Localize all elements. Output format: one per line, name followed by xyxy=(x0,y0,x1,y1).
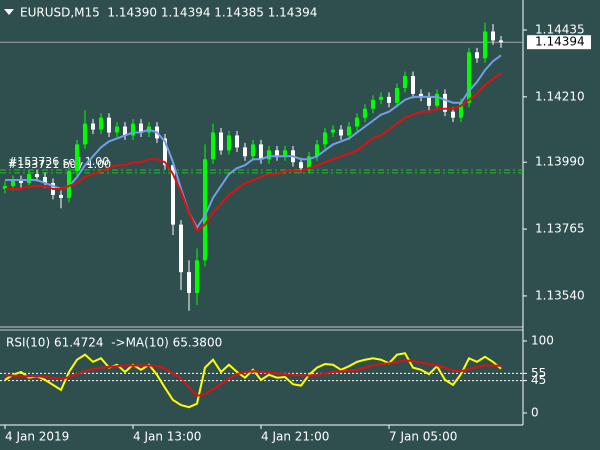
candle-body xyxy=(299,162,303,169)
candle-body xyxy=(259,144,263,160)
candle-body xyxy=(83,123,87,145)
y-tick-label: 1.13990 xyxy=(535,155,585,169)
candle-body xyxy=(275,150,279,157)
rsi-title: RSI(10) 61.4724 ->MA(10) 65.3800 xyxy=(6,336,222,350)
candle-body xyxy=(451,111,455,118)
symbol-header: EURUSD,M15 1.14390 1.14394 1.14385 1.143… xyxy=(20,6,317,20)
indicator-line xyxy=(5,54,502,230)
candle-body xyxy=(43,177,47,184)
candle-body xyxy=(283,150,287,157)
candle-body xyxy=(475,52,479,59)
candle-body xyxy=(395,87,399,103)
candle-body xyxy=(355,117,359,127)
candle-body xyxy=(131,123,135,136)
candle-body xyxy=(179,224,183,273)
candle-body xyxy=(211,132,215,160)
candle-body xyxy=(27,174,31,184)
y-tick-label: 1.13765 xyxy=(535,222,585,236)
candle-body xyxy=(59,194,63,198)
candle-body xyxy=(459,102,463,118)
y-tick-label: 100 xyxy=(531,333,554,347)
y-tick-label: 1.13540 xyxy=(535,288,585,302)
candle-body xyxy=(467,52,471,103)
candle-body xyxy=(499,40,503,43)
order-label: #153736 sell 1.00 xyxy=(8,155,109,168)
candle-body xyxy=(443,93,447,112)
candle-body xyxy=(203,159,207,261)
candle-body xyxy=(11,180,15,186)
y-tick-label: 1.14435 xyxy=(535,23,585,37)
candle-body xyxy=(419,93,423,97)
candle-body xyxy=(227,135,231,151)
indicator-line xyxy=(5,72,502,233)
candle-body xyxy=(491,31,495,41)
candle-body xyxy=(363,108,367,118)
indicator-line xyxy=(5,359,502,397)
candle-body xyxy=(219,132,223,151)
candle-body xyxy=(339,129,343,136)
candle-body xyxy=(99,117,103,130)
candle-body xyxy=(107,117,111,133)
menu-arrow[interactable] xyxy=(4,9,14,15)
candle-body xyxy=(171,165,175,225)
candle-body xyxy=(379,96,383,100)
candle-body xyxy=(235,135,239,148)
x-tick-label: 4 Jan 21:00 xyxy=(261,430,329,444)
candle-body xyxy=(435,93,439,106)
y-tick-label: 45 xyxy=(531,373,546,387)
candle-body xyxy=(307,156,311,169)
candle-body xyxy=(315,144,319,157)
candle-body xyxy=(411,76,415,94)
candle-body xyxy=(331,129,335,133)
x-tick-label: 7 Jan 05:00 xyxy=(389,430,457,444)
candle-body xyxy=(75,144,79,172)
candle-body xyxy=(139,123,143,133)
y-tick-label: 0 xyxy=(531,405,539,419)
candle-body xyxy=(91,123,95,130)
candle-body xyxy=(187,272,191,293)
candle-body xyxy=(427,96,431,106)
candle-body xyxy=(3,185,7,189)
candle-body xyxy=(371,99,375,109)
bid-label-box xyxy=(527,35,591,50)
candle-body xyxy=(123,126,127,136)
candle-body xyxy=(267,150,271,160)
candle-body xyxy=(243,147,247,157)
x-tick-label: 4 Jan 2019 xyxy=(5,430,69,444)
candle-body xyxy=(35,174,39,178)
candle-body xyxy=(347,126,351,136)
x-tick-label: 4 Jan 13:00 xyxy=(133,430,201,444)
indicator-line xyxy=(4,352,502,409)
y-tick-label: 1.14210 xyxy=(535,89,585,103)
candle-body xyxy=(163,138,167,166)
candle-body xyxy=(251,144,255,157)
bid-label: 1.14394 xyxy=(535,35,585,49)
candle-body xyxy=(323,132,327,145)
candle-body xyxy=(19,180,23,184)
candle-body xyxy=(483,31,487,59)
order-label: #153721 buy 1.00 xyxy=(8,158,111,171)
candle-body xyxy=(403,76,407,88)
y-tick-label: 55 xyxy=(531,366,546,380)
candle-body xyxy=(387,96,391,103)
candle-body xyxy=(195,260,199,293)
candle-body xyxy=(115,126,119,133)
